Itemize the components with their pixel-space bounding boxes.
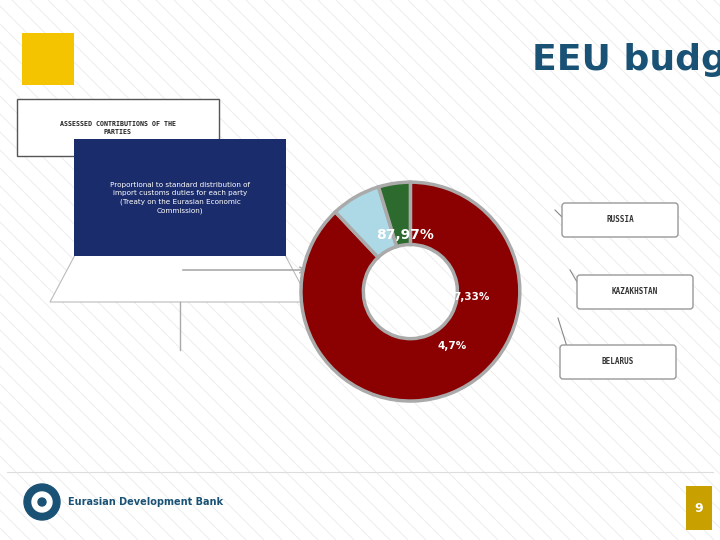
FancyBboxPatch shape [562,203,678,237]
Polygon shape [50,255,310,302]
Circle shape [24,484,60,520]
Text: Eurasian Development Bank: Eurasian Development Bank [68,497,223,507]
Circle shape [38,498,46,506]
Wedge shape [379,182,410,247]
Wedge shape [301,182,520,401]
Text: RUSSIA: RUSSIA [606,215,634,225]
FancyBboxPatch shape [577,275,693,309]
FancyBboxPatch shape [22,33,74,85]
Text: 9: 9 [695,502,703,515]
FancyBboxPatch shape [17,99,219,156]
FancyBboxPatch shape [74,139,286,256]
Text: EEU budget: EEU budget [531,43,720,77]
Text: 87,97%: 87,97% [376,228,434,242]
Text: ASSESSED CONTRIBUTIONS OF THE
PARTIES: ASSESSED CONTRIBUTIONS OF THE PARTIES [60,121,176,135]
FancyBboxPatch shape [8,8,712,532]
Text: Proportional to standard distribution of
import customs duties for each party
(T: Proportional to standard distribution of… [110,182,250,214]
Text: 7,33%: 7,33% [454,292,490,302]
Wedge shape [336,187,397,258]
Text: 4,7%: 4,7% [437,341,467,352]
FancyBboxPatch shape [560,345,676,379]
Text: BELARUS: BELARUS [602,357,634,367]
Text: KAZAKHSTAN: KAZAKHSTAN [612,287,658,296]
Circle shape [32,492,52,512]
FancyBboxPatch shape [686,486,712,530]
